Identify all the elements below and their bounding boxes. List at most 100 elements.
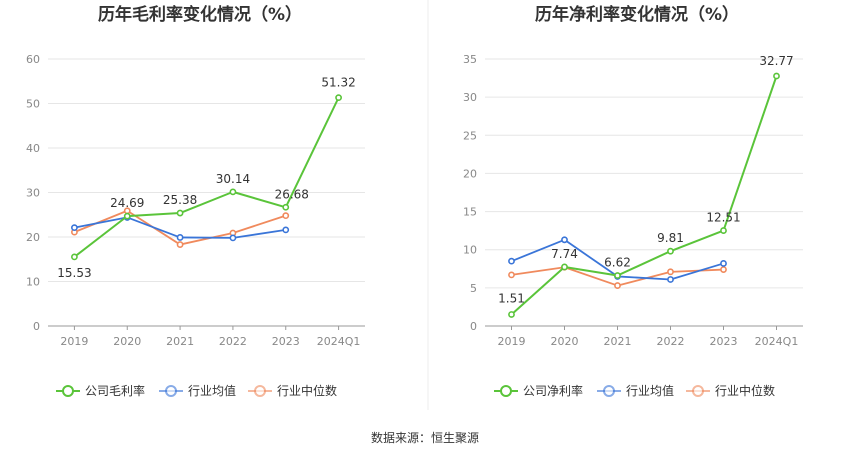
gross-margin-y-tick-label: 20 — [26, 231, 40, 244]
net-margin-axes: 0 5 10 15 20 25 30 35 2019 2020 2021 2022 2023 2024Q1 — [463, 53, 803, 348]
net-margin-series-point-2 — [614, 282, 621, 289]
net-margin-legend-item-0[interactable]: 公司净利率 — [494, 383, 583, 398]
net-margin-data-label: 1.51 — [498, 291, 525, 305]
net-margin-data-label: 7.74 — [551, 247, 578, 261]
legend-marker-icon — [692, 385, 704, 397]
gross-margin-y-tick-label: 40 — [26, 142, 40, 155]
net-margin-y-tick-label: 35 — [463, 53, 477, 66]
legend-marker-icon — [62, 385, 74, 397]
gross-margin-chart: 历年毛利率变化情况（%） 0 10 20 30 40 50 60 2019 2020 2021 20… — [26, 4, 365, 398]
net-margin-series-point-0 — [667, 247, 674, 255]
net-margin-series-point-2 — [508, 271, 515, 279]
net-margin-x-tick-label: 2024Q1 — [755, 335, 799, 348]
gross-margin-x-tick-label: 2022 — [219, 335, 247, 348]
net-margin-y-tick-label: 30 — [463, 91, 477, 104]
gross-margin-series-point-0 — [71, 253, 78, 261]
net-margin-data-label: 32.77 — [759, 54, 793, 68]
gross-margin-y-tick-label: 10 — [26, 276, 40, 289]
net-margin-series-point-1 — [720, 260, 727, 267]
net-margin-series-point-0 — [773, 72, 780, 80]
legend-marker-icon — [165, 385, 177, 397]
legend-marker-icon — [603, 385, 615, 397]
gross-margin-data-label: 15.53 — [57, 266, 91, 280]
net-margin-series-point-0 — [508, 311, 515, 318]
net-margin-legend-label: 公司净利率 — [523, 383, 583, 398]
gross-margin-legend-label: 公司毛利率 — [85, 383, 145, 398]
gross-margin-grid — [48, 58, 365, 282]
gross-margin-y-tick-label: 50 — [26, 98, 40, 111]
net-margin-series-point-0 — [561, 263, 568, 271]
net-margin-y-tick-label: 20 — [463, 167, 477, 180]
gross-margin-x-tick-label: 2023 — [272, 335, 300, 348]
net-margin-y-tick-label: 0 — [470, 320, 477, 333]
gross-margin-legend: 公司毛利率 行业均值 行业中位数 — [56, 383, 337, 398]
data-source-note: 数据来源：恒生聚源 — [371, 430, 479, 445]
net-margin-x-tick-label: 2022 — [657, 335, 685, 348]
gross-margin-data-label: 25.38 — [163, 193, 197, 207]
gross-margin-series-point-0 — [335, 94, 342, 102]
gross-margin-series-point-0 — [176, 209, 184, 217]
gross-margin-series-point-2 — [282, 212, 290, 220]
gross-margin-legend-item-1[interactable]: 行业均值 — [159, 383, 236, 398]
net-margin-y-tick-label: 5 — [470, 282, 477, 295]
gross-margin-series-point-0 — [229, 188, 237, 196]
net-margin-series-point-0 — [614, 272, 621, 279]
net-margin-data-label: 9.81 — [657, 231, 684, 245]
net-margin-x-tick-label: 2023 — [710, 335, 738, 348]
gross-margin-legend-label: 行业中位数 — [277, 383, 337, 398]
net-margin-x-tick-label: 2019 — [498, 335, 526, 348]
net-margin-legend-label: 行业中位数 — [715, 383, 775, 398]
gross-margin-series-point-2 — [176, 241, 184, 248]
net-margin-data-label: 12.51 — [706, 211, 740, 225]
gross-margin-x-tick-label: 2021 — [166, 335, 194, 348]
net-margin-chart: 历年净利率变化情况（%） 0 5 10 15 20 25 30 35 2019 2020 2021 2… — [463, 4, 803, 398]
gross-margin-data-label: 26.68 — [275, 187, 309, 201]
gross-margin-series-point-1 — [71, 224, 78, 232]
gross-margin-x-tick-label: 2020 — [113, 335, 141, 348]
gross-margin-y-tick-label: 30 — [26, 187, 40, 200]
net-margin-series — [508, 72, 780, 318]
legend-marker-icon — [254, 385, 266, 397]
gross-margin-legend-label: 行业均值 — [188, 383, 236, 398]
net-margin-y-tick-label: 25 — [463, 129, 477, 142]
net-margin-data-label: 6.62 — [604, 255, 631, 269]
net-margin-series-point-2 — [667, 268, 674, 276]
net-margin-x-tick-label: 2020 — [551, 335, 579, 348]
net-margin-legend: 公司净利率 行业均值 行业中位数 — [494, 383, 775, 398]
gross-margin-chart-title: 历年毛利率变化情况（%） — [98, 4, 302, 25]
net-margin-data-labels: 1.51 7.74 6.62 9.81 12.51 32.77 — [498, 54, 794, 305]
gross-margin-series-point-0 — [282, 203, 290, 211]
gross-margin-data-labels: 15.53 24.69 25.38 30.14 26.68 51.32 — [57, 76, 356, 280]
net-margin-series-point-1 — [667, 276, 674, 283]
gross-margin-legend-item-0[interactable]: 公司毛利率 — [56, 383, 145, 398]
gross-margin-x-tick-label: 2024Q1 — [317, 335, 361, 348]
net-margin-series-point-2 — [720, 266, 727, 273]
gross-margin-series-point-1 — [176, 234, 184, 241]
net-margin-legend-item-1[interactable]: 行业均值 — [597, 383, 674, 398]
legend-marker-icon — [500, 385, 512, 397]
net-margin-x-tick-label: 2021 — [604, 335, 632, 348]
gross-margin-series-point-1 — [282, 226, 290, 234]
gross-margin-data-label: 24.69 — [110, 196, 144, 210]
gross-margin-series-line-0 — [73, 97, 340, 258]
gross-margin-series-point-0 — [123, 212, 131, 220]
net-margin-grid — [485, 58, 803, 289]
net-margin-y-tick-label: 10 — [463, 244, 477, 257]
net-margin-series-point-1 — [508, 257, 515, 265]
gross-margin-y-tick-label: 0 — [33, 320, 40, 333]
net-margin-series-line-0 — [510, 75, 778, 316]
net-margin-y-tick-label: 15 — [463, 206, 477, 219]
net-margin-series-point-0 — [720, 227, 727, 234]
gross-margin-data-label: 30.14 — [216, 172, 250, 186]
gross-margin-data-label: 51.32 — [321, 76, 355, 90]
gross-margin-legend-item-2[interactable]: 行业中位数 — [248, 383, 337, 398]
net-margin-series-point-1 — [561, 236, 568, 244]
net-margin-legend-label: 行业均值 — [626, 383, 674, 398]
net-margin-legend-item-2[interactable]: 行业中位数 — [686, 383, 775, 398]
net-margin-chart-title: 历年净利率变化情况（%） — [535, 4, 739, 25]
gross-margin-series-point-1 — [229, 234, 237, 242]
gross-margin-y-tick-label: 60 — [26, 53, 40, 66]
gross-margin-x-tick-label: 2019 — [60, 335, 88, 348]
gross-margin-series — [71, 94, 342, 261]
